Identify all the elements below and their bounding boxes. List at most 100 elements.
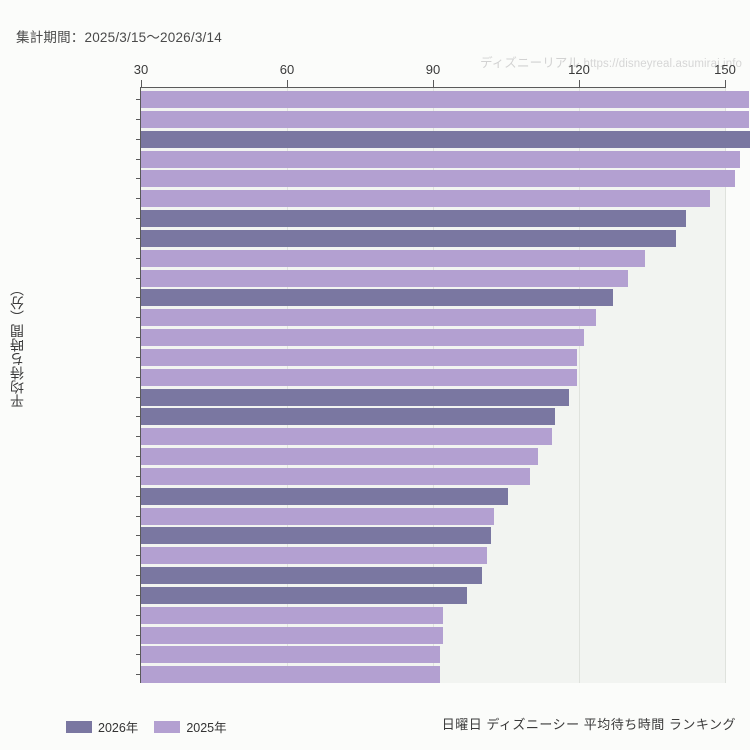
bar-row[interactable]: 2025-5-4 (日): [136, 366, 750, 386]
bar-2025[interactable]: [141, 190, 711, 208]
category-tick: [136, 475, 141, 477]
x-tick-label: 60: [279, 62, 295, 77]
category-tick: [136, 555, 141, 557]
bar-2025[interactable]: [141, 368, 577, 386]
site-watermark: ディズニーリアル https://disneyreal.asumirai.inf…: [480, 52, 742, 71]
bar-2025[interactable]: [141, 329, 584, 346]
bar-row[interactable]: 2025-3-23 (日): [136, 624, 750, 644]
bar-row[interactable]: 2026-1-4 (日): [136, 405, 750, 426]
bar-2026[interactable]: [141, 586, 468, 604]
bar-row[interactable]: 2025-6-8 (日): [136, 445, 750, 465]
chart-caption: 日曜日 ディズニーシー 平均待ち時間 ランキング: [441, 717, 736, 732]
bar-row[interactable]: 2025-7-20 (日): [136, 663, 750, 684]
bar-2026[interactable]: [141, 567, 482, 584]
bar-row[interactable]: 2025-11-9 (日): [136, 643, 750, 664]
bar-row[interactable]: 2026-1-25 (日): [136, 524, 750, 545]
category-tick: [136, 356, 141, 358]
bar-2026[interactable]: [141, 210, 687, 227]
bar-2025[interactable]: [141, 448, 538, 465]
bar-2025[interactable]: [141, 170, 735, 188]
category-tick: [136, 396, 141, 398]
bar-2025[interactable]: [141, 626, 443, 644]
bar-row[interactable]: 2026-2-22 (日): [136, 128, 750, 148]
category-tick: [136, 138, 141, 140]
legend-item-2026[interactable]: 2026年: [66, 717, 138, 736]
legend-swatch-2025: [154, 720, 181, 733]
bar-row[interactable]: 2026-2-15 (日): [136, 227, 750, 247]
bar-row[interactable]: 2025-3-30 (日): [136, 306, 750, 327]
bar-row[interactable]: 2025-12-28 (日): [136, 148, 750, 168]
bar-row[interactable]: 2025-9-14 (日): [136, 187, 750, 208]
bar-row[interactable]: 2025-9-21 (日): [136, 604, 750, 624]
watermark-site-name: ディズニーリアル: [480, 56, 580, 70]
plot-area: 2025-11-2 (日)2025-10-12 (日)2026-2-22 (日)…: [136, 88, 750, 684]
category-tick: [136, 218, 141, 219]
bar-2025[interactable]: [141, 269, 628, 287]
bar-2025[interactable]: [141, 428, 553, 446]
bar-2025[interactable]: [141, 91, 750, 108]
category-tick: [136, 535, 141, 537]
bar-2026[interactable]: [141, 527, 492, 545]
bar-row[interactable]: 2026-3-8 (日): [136, 386, 750, 406]
bar-2026[interactable]: [141, 487, 509, 505]
y-axis-title: 平均待ち時間（分）: [9, 282, 25, 408]
category-tick: [136, 456, 141, 457]
bar-2026[interactable]: [141, 229, 677, 247]
bar-row[interactable]: 2025-10-12 (日): [136, 108, 750, 128]
bar-row[interactable]: 2025-11-2 (日): [136, 88, 750, 108]
bar-row[interactable]: 2025-10-19 (日): [136, 544, 750, 565]
bar-2026[interactable]: [141, 289, 614, 307]
bar-2025[interactable]: [141, 249, 645, 267]
bar-row[interactable]: 2025-12-14 (日): [136, 346, 750, 366]
bar-2026[interactable]: [141, 408, 555, 426]
category-tick: [136, 495, 141, 497]
category-tick: [136, 376, 141, 378]
category-tick: [136, 118, 141, 120]
bar-row[interactable]: 2025-6-22 (日): [136, 505, 750, 525]
bar-2025[interactable]: [141, 309, 597, 327]
category-tick: [136, 594, 141, 596]
bar-row[interactable]: 2026-2-8 (日): [136, 207, 750, 227]
category-tick: [136, 674, 141, 676]
bar-2026[interactable]: [141, 130, 750, 148]
category-tick: [136, 257, 141, 259]
category-tick: [136, 436, 141, 438]
bar-row[interactable]: 2025-12-21 (日): [136, 465, 750, 485]
bar-2025[interactable]: [141, 606, 443, 624]
bar-row[interactable]: 2026-3-1 (日): [136, 564, 750, 584]
category-tick: [136, 237, 141, 239]
bar-2025[interactable]: [141, 547, 487, 565]
bar-row[interactable]: 2025-11-16 (日): [136, 267, 750, 287]
legend-label-2026: 2026年: [98, 721, 139, 735]
bar-row[interactable]: 2025-11-30 (日): [136, 326, 750, 346]
bar-2025[interactable]: [141, 646, 441, 664]
category-tick: [136, 158, 141, 160]
bar-2025[interactable]: [141, 348, 577, 366]
category-tick: [136, 277, 141, 279]
x-tick-mark: [141, 80, 142, 88]
gridline: [725, 88, 726, 683]
bar-row[interactable]: 2026-2-1 (日): [136, 584, 750, 604]
bar-2025[interactable]: [141, 507, 494, 525]
bar-2025[interactable]: [141, 110, 750, 128]
legend-label-2025: 2025年: [186, 721, 227, 735]
bar-2025[interactable]: [141, 467, 531, 485]
category-tick: [136, 317, 141, 319]
legend-item-2025[interactable]: 2025年: [154, 717, 227, 736]
bar-2026[interactable]: [141, 388, 570, 406]
bar-2025[interactable]: [141, 666, 441, 684]
bar-row[interactable]: 2025-11-23 (日): [136, 167, 750, 188]
legend-swatch-2026: [66, 720, 92, 733]
chart-legend: 2026年 2025年: [66, 717, 227, 736]
gridline: [579, 88, 580, 683]
category-tick: [136, 337, 141, 338]
bar-row[interactable]: 2026-1-18 (日): [136, 485, 750, 505]
bar-row[interactable]: 2025-4-6 (日): [136, 425, 750, 446]
bar-row[interactable]: 2025-12-7 (日): [136, 247, 750, 267]
bar-2025[interactable]: [141, 150, 740, 168]
bar-row[interactable]: 2026-1-11 (日): [136, 286, 750, 307]
x-tick-label: 150: [714, 62, 736, 77]
aggregation-period-label: 集計期間：2025/3/15〜2026/3/14: [16, 30, 222, 45]
category-tick: [136, 654, 141, 656]
